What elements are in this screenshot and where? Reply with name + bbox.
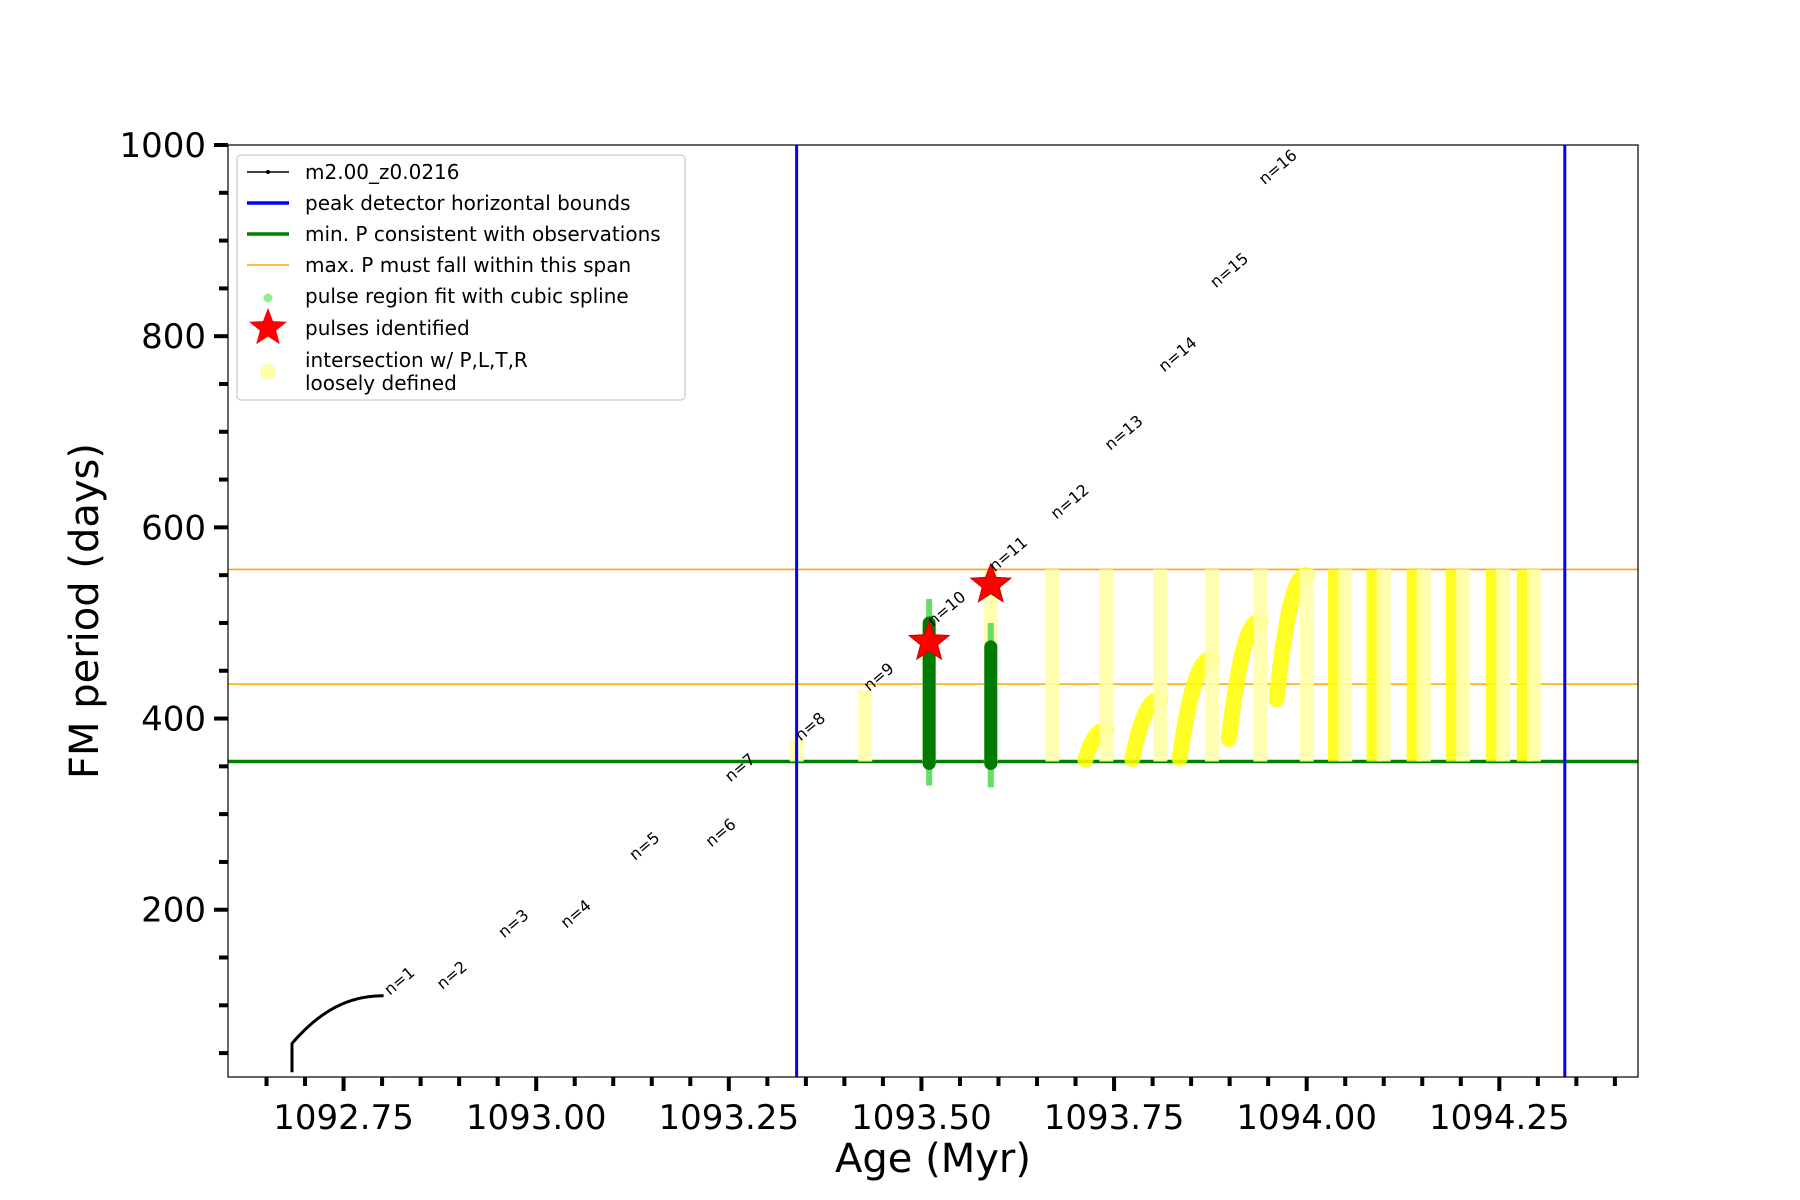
pulse-label-2: n=3 — [494, 905, 532, 941]
legend-label2-6: loosely defined — [305, 371, 457, 395]
x-tick-label-5: 1094.00 — [1236, 1098, 1377, 1138]
x-axis-ticks: 1092.75 1093.00 1093.25 1093.50 1093.75 1094.… — [264, 1077, 1617, 1138]
legend-label-2: min. P consistent with observations — [305, 222, 661, 246]
x-tick-label-3: 1093.50 — [851, 1098, 992, 1138]
x-tick-label-2: 1093.25 — [659, 1098, 800, 1138]
period-curve — [290, 994, 384, 1073]
legend-label-5: pulses identified — [305, 316, 470, 340]
pulse-label-5: n=6 — [702, 814, 740, 850]
y-tick-label-0: 200 — [141, 891, 206, 931]
x-tick-label-0: 1092.75 — [273, 1098, 414, 1138]
pulse-label-11: n=12 — [1047, 480, 1093, 523]
pulse-label-12: n=13 — [1101, 411, 1147, 454]
legend-handle-6 — [260, 364, 276, 380]
intersection-region-markers — [789, 567, 1541, 768]
legend-handle-dot-0 — [266, 170, 270, 174]
x-tick-label-4: 1093.75 — [1044, 1098, 1185, 1138]
plot-area — [228, 145, 1638, 1077]
y-tick-label-2: 600 — [141, 508, 206, 548]
legend-box — [236, 154, 686, 401]
legend-label-6: intersection w/ P,L,T,R — [305, 348, 528, 372]
vertical-bound-lines — [795, 145, 1567, 1077]
pulse-label-4: n=5 — [625, 828, 663, 864]
x-tick-label-6: 1094.25 — [1429, 1098, 1570, 1138]
pulse-label-13: n=14 — [1155, 333, 1201, 376]
y-tick-label-4: 1000 — [119, 126, 206, 166]
pulse-label-8: n=9 — [860, 659, 898, 695]
plot-frame — [227, 144, 1639, 1078]
pulse-label-15: n=16 — [1255, 146, 1301, 189]
y-tick-label-3: 800 — [141, 317, 206, 357]
star-marker-0 — [907, 619, 951, 661]
pulse-label-14: n=15 — [1206, 249, 1252, 292]
legend-handle-5 — [249, 308, 287, 345]
y-tick-label-1: 400 — [141, 700, 206, 740]
y-axis-label: FM period (days) — [62, 443, 108, 779]
star-marker-1 — [969, 562, 1013, 603]
period-curve-series — [290, 994, 384, 1073]
y-axis-ticks: 200 400 600 800 1000 — [119, 126, 228, 1056]
legend-label-4: pulse region fit with cubic spline — [305, 284, 629, 308]
legend-label-1: peak detector horizontal bounds — [305, 191, 631, 215]
legend-label-3: max. P must fall within this span — [305, 253, 631, 277]
pulse-label-3: n=4 — [557, 896, 595, 932]
pulse-stars — [907, 562, 1013, 661]
x-tick-label-1: 1093.00 — [466, 1098, 607, 1138]
x-axis-label: Age (Myr) — [835, 1136, 1031, 1182]
legend-label-0: m2.00_z0.0216 — [305, 160, 460, 184]
legend-handle-4 — [263, 293, 273, 303]
pulse-label-1: n=2 — [433, 957, 471, 993]
pulse-label-0: n=1 — [380, 963, 418, 999]
pulse-label-6: n=7 — [721, 749, 759, 785]
pulse-label-9: n=10 — [924, 587, 970, 630]
